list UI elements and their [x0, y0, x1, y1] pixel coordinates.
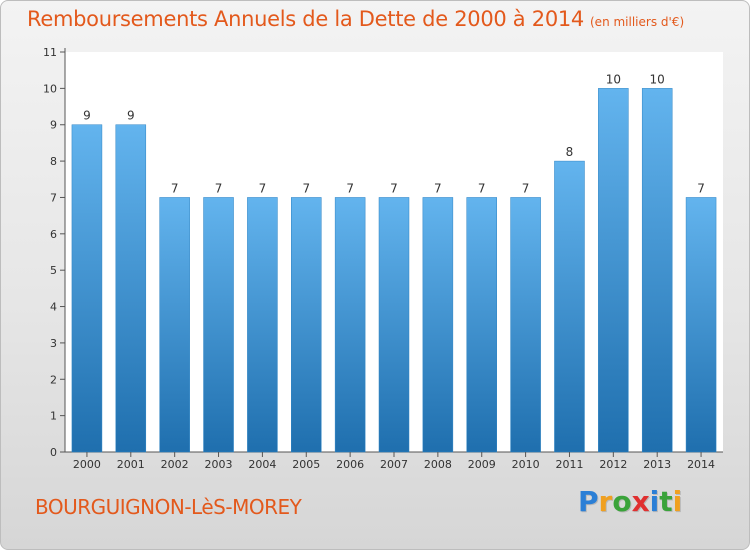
x-tick-label: 2014	[687, 458, 715, 471]
bar	[422, 197, 454, 453]
x-tick-label: 2001	[117, 458, 145, 471]
y-tick-label: 11	[43, 46, 57, 59]
y-tick-label: 5	[50, 264, 57, 277]
x-tick-label: 2000	[73, 458, 101, 471]
x-tick-label: 2012	[599, 458, 627, 471]
x-tick-label: 2009	[468, 458, 496, 471]
logo-letter: i	[649, 485, 660, 518]
bar	[291, 197, 322, 453]
bar	[203, 197, 234, 453]
data-label: 9	[83, 109, 91, 123]
x-tick-label: 2011	[555, 458, 583, 471]
bar	[378, 197, 410, 453]
y-tick-label: 9	[50, 119, 57, 132]
data-label: 9	[127, 109, 135, 123]
y-tick-label: 1	[50, 410, 57, 423]
data-label: 7	[215, 181, 223, 195]
y-tick-label: 4	[50, 301, 57, 314]
y-tick-label: 7	[50, 191, 57, 204]
chart-title-text: Remboursements Annuels de la Dette de 20…	[27, 7, 584, 31]
bar	[554, 160, 585, 453]
bar	[466, 197, 497, 453]
proxiti-logo: Proxiti	[578, 485, 682, 518]
bar	[247, 197, 278, 453]
commune-name: BOURGUIGNON-LèS-MOREY	[35, 495, 302, 519]
y-tick-label: 8	[50, 155, 57, 168]
y-tick-label: 6	[50, 228, 57, 241]
data-label: 10	[606, 72, 621, 86]
data-label: 7	[522, 181, 530, 195]
logo-letter: r	[598, 485, 613, 518]
x-tick-label: 2004	[248, 458, 276, 471]
chart-subtitle: (en milliers d'€)	[590, 15, 685, 29]
x-tick-label: 2007	[380, 458, 408, 471]
bar	[159, 197, 190, 453]
data-label: 8	[566, 145, 574, 159]
y-tick-label: 10	[43, 82, 57, 95]
x-tick-label: 2006	[336, 458, 364, 471]
logo-letter: o	[612, 485, 632, 518]
data-label: 7	[434, 181, 442, 195]
logo-letter: x	[631, 485, 650, 518]
x-tick-label: 2013	[643, 458, 671, 471]
data-label: 7	[171, 181, 179, 195]
logo-letter: P	[578, 485, 599, 518]
data-label: 7	[346, 181, 354, 195]
bar	[115, 124, 147, 453]
bar	[71, 124, 103, 453]
y-tick-label: 0	[50, 446, 57, 459]
data-label: 7	[478, 181, 486, 195]
logo-letter: t	[659, 485, 673, 518]
bar	[685, 197, 717, 453]
x-tick-label: 2005	[292, 458, 320, 471]
bar	[334, 197, 366, 453]
bar	[641, 88, 673, 453]
data-label: 7	[697, 181, 705, 195]
data-label: 10	[650, 72, 665, 86]
bar	[598, 88, 629, 453]
x-tick-label: 2010	[512, 458, 540, 471]
logo-letter: i	[672, 485, 683, 518]
bar	[510, 197, 541, 453]
chart-title: Remboursements Annuels de la Dette de 20…	[27, 7, 684, 31]
data-label: 7	[302, 181, 310, 195]
x-tick-label: 2008	[424, 458, 452, 471]
data-label: 7	[390, 181, 398, 195]
x-tick-label: 2003	[205, 458, 233, 471]
y-tick-label: 2	[50, 373, 57, 386]
y-tick-label: 3	[50, 337, 57, 350]
data-label: 7	[259, 181, 267, 195]
x-tick-label: 2002	[161, 458, 189, 471]
